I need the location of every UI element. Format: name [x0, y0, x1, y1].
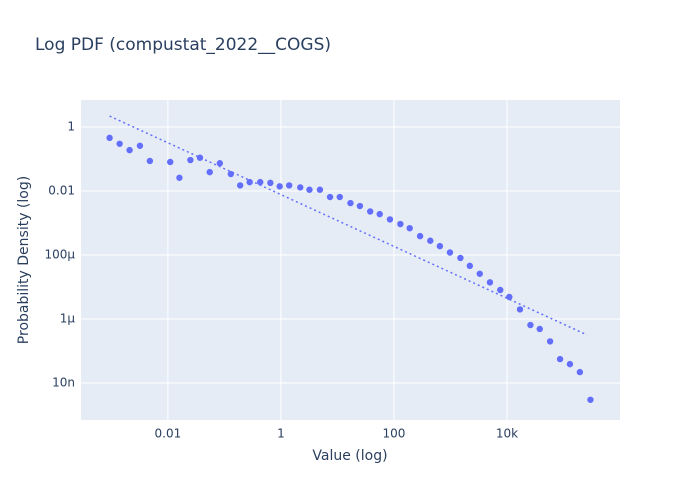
y-tick-label: 100μ	[44, 248, 75, 262]
data-point	[386, 216, 394, 223]
y-tick-label: 10n	[52, 376, 75, 390]
data-point	[106, 134, 113, 142]
data-point	[406, 224, 413, 232]
data-point	[376, 210, 383, 218]
x-tick-label: 100	[382, 427, 405, 441]
data-point	[267, 179, 274, 187]
x-tick-label: 1	[277, 427, 285, 441]
x-tick-label: 0.01	[155, 427, 182, 441]
data-point	[506, 293, 513, 301]
data-point	[416, 232, 424, 240]
data-point	[196, 154, 204, 161]
y-axis-title: Probability Density (log)	[16, 176, 32, 344]
y-tick-label: 1μ	[60, 312, 76, 326]
data-point	[316, 186, 324, 193]
data-point	[546, 338, 554, 345]
data-point	[466, 262, 474, 270]
data-point	[336, 193, 343, 201]
data-point	[257, 178, 264, 186]
x-axis-title: Value (log)	[312, 448, 387, 464]
data-point	[436, 242, 444, 250]
chart-title: Log PDF (compustat_2022__COGS)	[35, 35, 331, 55]
data-point	[216, 160, 224, 167]
data-point	[366, 208, 374, 215]
data-point	[236, 182, 244, 189]
data-point	[566, 360, 574, 368]
data-point	[176, 174, 183, 181]
data-point	[536, 325, 543, 333]
plot-background	[81, 100, 620, 420]
data-point	[136, 142, 144, 149]
data-point	[516, 306, 524, 313]
y-tick-label: 0.01	[48, 184, 75, 198]
data-point	[486, 279, 494, 286]
data-point	[356, 202, 364, 210]
y-tick-label: 1	[67, 120, 75, 134]
data-point	[116, 140, 123, 147]
data-point	[457, 254, 464, 262]
data-point	[476, 270, 483, 277]
x-tick-label: 10k	[496, 427, 518, 441]
data-point	[206, 168, 213, 176]
data-point	[126, 146, 133, 154]
data-point	[227, 170, 235, 178]
data-point	[576, 368, 584, 376]
data-point	[397, 220, 404, 228]
data-point	[347, 199, 354, 207]
data-point	[497, 286, 504, 294]
data-point	[326, 193, 334, 201]
data-point	[446, 249, 454, 256]
data-point	[167, 158, 174, 166]
data-point	[187, 156, 194, 164]
data-point	[146, 157, 154, 165]
data-point	[276, 183, 283, 190]
data-point	[306, 186, 313, 193]
data-point	[427, 237, 434, 244]
data-point	[556, 355, 564, 363]
data-point	[297, 184, 304, 191]
data-point	[587, 396, 594, 403]
data-point	[527, 321, 534, 329]
data-point	[285, 182, 293, 189]
